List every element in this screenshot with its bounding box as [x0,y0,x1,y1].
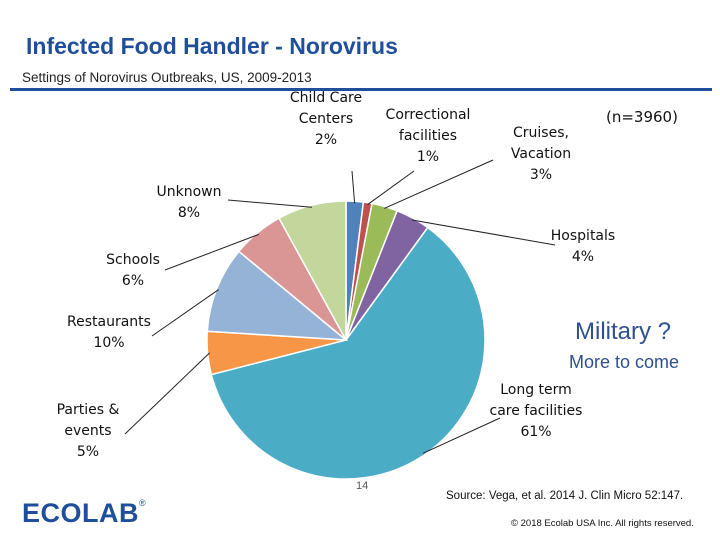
leader-line [367,170,415,206]
logo-text: ECOLAB [22,498,139,528]
pie-slices [206,200,486,480]
slice-label-line: Centers [299,111,353,127]
slice-label-line: facilities [399,128,457,144]
slice-label: Restaurants 10% [67,314,151,351]
slice-label: Parties & events 5% [57,402,120,460]
leader-line [351,170,356,204]
leader-line [151,289,219,337]
sample-size: (n=3960) [606,108,678,126]
slice-label-line: 61% [520,424,551,440]
slice-label-line: care facilities [490,403,583,419]
slice-label-line: Correctional [386,107,471,123]
slice-label-line: Child Care [290,90,362,106]
slice-label: Long term care facilities 61% [490,382,583,440]
ecolab-logo: ECOLAB® [22,498,146,529]
slice-label-line: events [64,423,111,439]
military-note: Military ? [575,318,672,345]
slice-label-line: 6% [122,273,144,289]
leader-line [384,159,494,209]
slice-label-line: 4% [572,249,594,265]
slice-label: Cruises, Vacation 3% [511,125,571,183]
title-rule [10,88,712,91]
slice-label-line: 2% [315,132,337,148]
logo-mark: ® [139,498,147,508]
slice-label-line: Vacation [511,146,571,162]
slice-label-line: Hospitals [551,228,615,244]
slice-label: Unknown 8% [157,184,222,221]
slice-label-line: Unknown [157,184,222,200]
slice-label-line: Parties & [57,402,120,418]
pie-slice-restaurants [206,250,349,341]
slide-subtitle: Settings of Norovirus Outbreaks, US, 200… [22,70,312,85]
slice-label: Hospitals 4% [551,228,615,265]
source-citation: Source: Vega, et al. 2014 J. Clin Micro … [446,490,684,502]
slice-label: Child Care Centers 2% [290,90,362,148]
slice-label-line: Restaurants [67,314,151,330]
copyright: © 2018 Ecolab USA Inc. All rights reserv… [511,518,694,529]
leader-line [422,417,501,454]
slice-labels: Child Care Centers 2% Correctional facilitie… [57,90,616,460]
slice-label-line: 10% [93,335,124,351]
slice-label-line: 5% [77,444,99,460]
more-to-come-note: More to come [569,352,680,372]
slice-label-line: 1% [417,149,439,165]
leader-line [124,352,210,435]
slice-label-line: 3% [530,167,552,183]
slice-label-line: Schools [106,252,160,268]
slice-label-line: 8% [178,205,200,221]
slice-label: Schools 6% [106,252,160,289]
slice-label-line: Cruises, [513,125,569,141]
pie-slice-long-term-care-facilities [210,226,486,480]
leader-line [227,199,312,208]
slide-title: Infected Food Handler - Norovirus [26,33,398,59]
slice-label: Correctional facilities 1% [386,107,471,165]
page-number: 14 [356,480,369,492]
slice-label-line: Long term [500,382,572,398]
leader-lines [124,159,556,454]
leader-line [411,219,556,246]
leader-line [164,233,259,271]
pie-slice-unknown [278,200,347,341]
